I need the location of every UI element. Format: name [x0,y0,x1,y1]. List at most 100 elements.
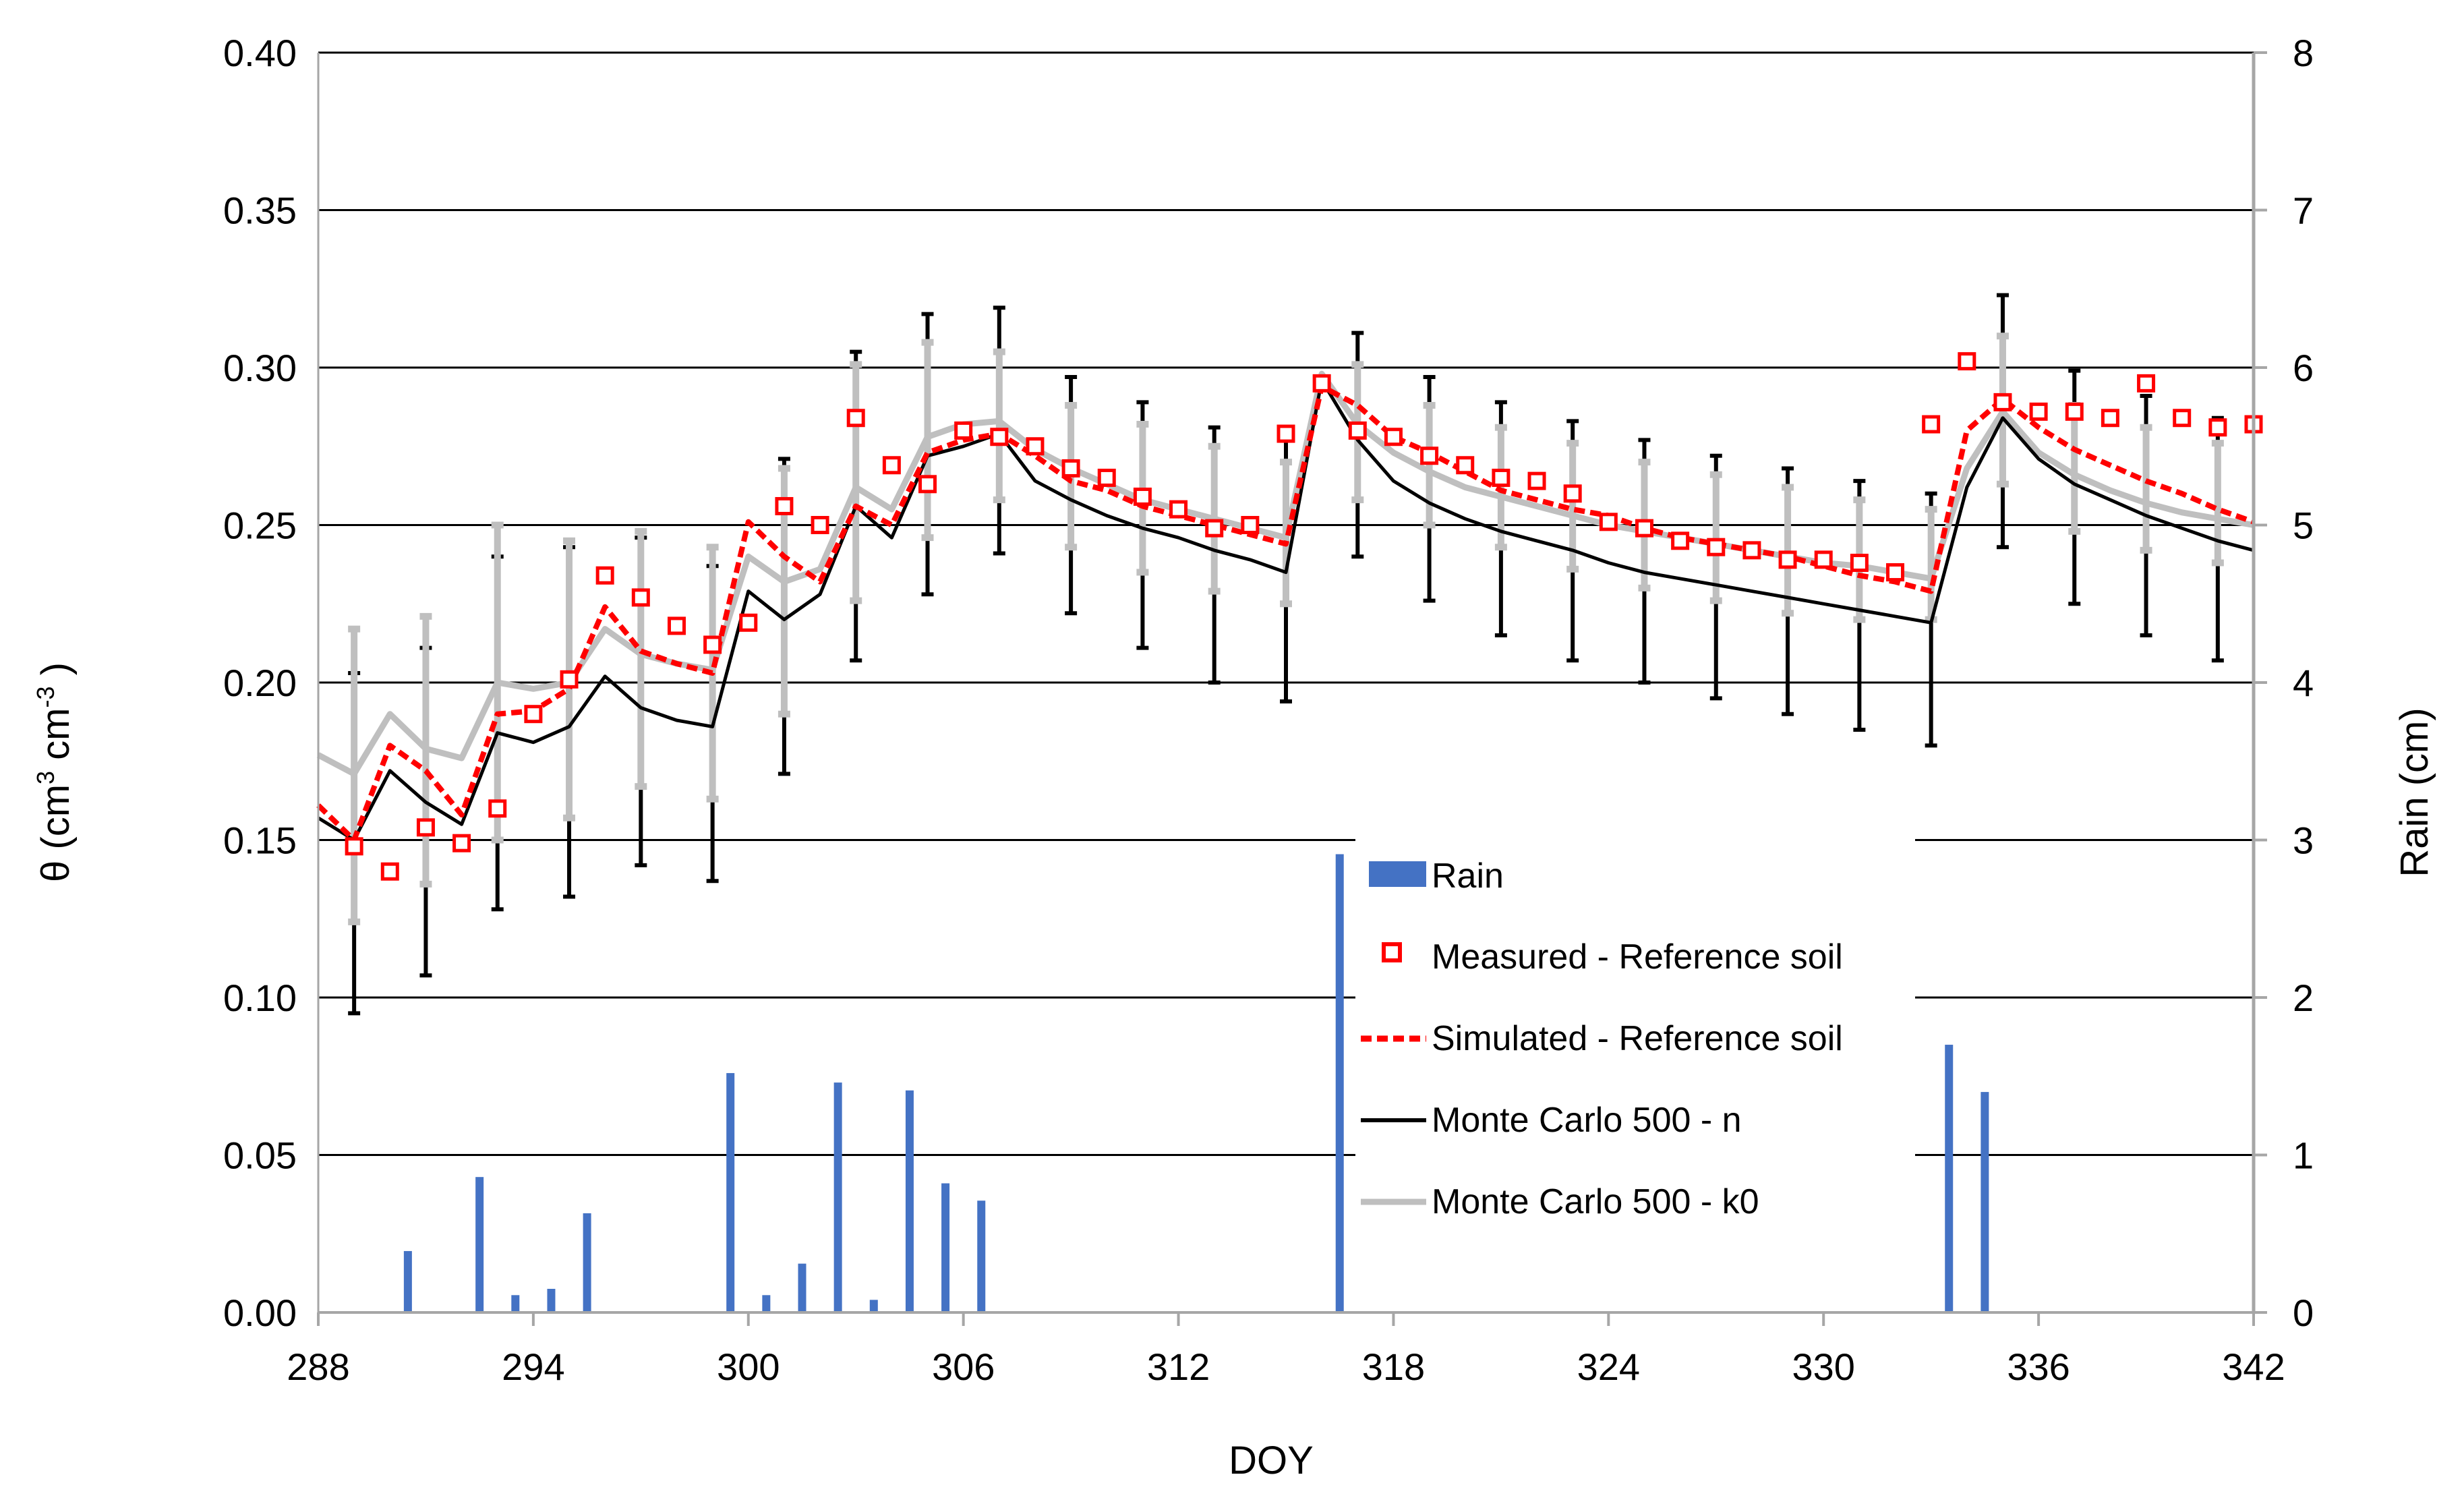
rain-bar [475,1177,484,1312]
rain-bar [511,1295,520,1312]
measured-point [1312,374,1331,393]
rain-bar [798,1263,806,1312]
line-monte-carlo-n [317,378,2254,842]
measured-point [1205,519,1224,538]
measured-point [1814,550,1833,569]
y-right-tick-label: 6 [2293,347,2314,389]
y-right-tick-label: 3 [2293,819,2314,862]
x-tick-label: 306 [932,1346,995,1388]
rain-bar [1945,1045,1954,1312]
measured-point [416,818,435,837]
legend: Rain Measured - Reference soil Simulated… [1355,833,1915,1261]
measured-point [380,862,399,881]
y-tick-label: 0.40 [223,32,297,74]
x-tick-label: 336 [2007,1346,2070,1388]
measured-point [1778,550,1797,569]
rain-bar [905,1090,914,1312]
measured-point [1886,563,1905,582]
series-lines [316,370,2255,843]
measured-point [631,588,650,607]
measured-point [1492,468,1510,487]
measured-point [1026,437,1045,456]
measured-point [1671,531,1690,550]
measured-point [1922,415,1941,434]
rain-bar [1981,1092,1989,1312]
rain-bar [941,1183,950,1312]
measured-point [954,421,973,440]
measured-point [2173,409,2192,428]
measured-point [1599,513,1618,531]
legend-label-mc-k0: Monte Carlo 500 - k0 [1432,1182,1759,1221]
legend-background [1355,833,1915,1261]
measured-point [1097,468,1116,487]
measured-point [846,409,865,428]
rain-bars [403,854,1989,1312]
measured-point [524,705,543,724]
rain-bar [833,1082,842,1312]
measured-point [2137,374,2156,393]
measured-point [811,516,829,534]
measured-point [595,566,614,585]
rain-bar [726,1073,735,1312]
x-tick-label: 330 [1792,1346,1855,1388]
measured-point [452,834,471,852]
measured-point [1527,471,1546,490]
line-monte-carlo-k0 [316,370,2254,777]
y-right-tick-label: 4 [2293,662,2314,704]
measured-point [775,496,794,515]
measured-point [1958,352,1976,371]
x-tick-label: 318 [1362,1346,1425,1388]
y-right-tick-label: 0 [2293,1292,2314,1334]
measured-point [1420,446,1439,465]
y-tick-label: 0.35 [223,190,297,232]
measured-point [488,799,507,818]
y-axis-title-part: θ (cm [34,784,78,882]
y-tick-label: 0.20 [223,662,297,704]
measured-point [667,616,686,635]
y-left-tick-labels: 0.00 0.05 0.10 0.15 0.20 0.25 0.30 0.35 0.40 [223,32,297,1334]
measured-point [703,635,722,654]
x-tick-label: 300 [717,1346,780,1388]
measured-point [1563,484,1582,503]
measured-point [990,428,1009,446]
y-axis-title-part: cm [34,707,78,770]
rain-bar [977,1201,986,1312]
x-tick-label: 294 [502,1346,564,1388]
y-tick-label: 0.25 [223,504,297,547]
measured-point [1384,428,1403,446]
x-tick-label: 288 [287,1346,349,1388]
measured-point [560,670,579,689]
measured-point [1707,538,1726,556]
y-tick-label: 0.00 [223,1292,297,1334]
x-tick-labels: 288 294 300 306 312 318 324 330 336 342 [287,1346,2285,1388]
y-right-tick-label: 7 [2293,190,2314,232]
y-tick-label: 0.30 [223,347,297,389]
measured-point [739,613,758,632]
measured-point [1169,500,1188,519]
y-right-tick-label: 1 [2293,1134,2314,1177]
axes [317,51,2267,1326]
measured-point [1133,487,1152,506]
legend-label-rain: Rain [1432,857,1504,896]
y-tick-label: 0.10 [223,977,297,1019]
x-tick-label: 342 [2222,1346,2285,1388]
rain-bar [403,1250,412,1312]
measured-markers [345,352,2263,881]
measured-point [1277,424,1295,443]
rain-bar [1335,854,1344,1312]
x-tick-label: 324 [1577,1346,1640,1388]
y-right-tick-labels: 0 1 2 3 4 5 6 7 8 [2293,32,2314,1334]
legend-swatch-measured [1382,942,1402,962]
measured-point [1061,459,1080,478]
y-axis-title-part: ) [34,662,78,686]
measured-point [1635,519,1653,538]
y-axis-title-right: Rain (cm) [2393,707,2436,877]
measured-point [1348,421,1367,440]
legend-label-simulated: Simulated - Reference soil [1432,1019,1843,1058]
y-right-tick-label: 5 [2293,504,2314,547]
legend-swatch-rain [1369,861,1426,887]
measured-point [2208,418,2227,437]
y-right-tick-label: 2 [2293,977,2314,1019]
measured-point [2065,402,2084,421]
